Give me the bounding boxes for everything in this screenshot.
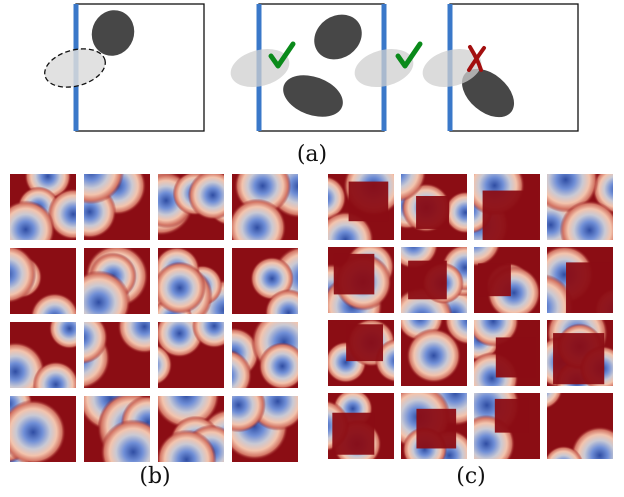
field-tile xyxy=(232,322,298,388)
field-tile xyxy=(547,320,613,386)
field-tile xyxy=(474,174,540,240)
field-block xyxy=(348,181,389,222)
field-spot xyxy=(258,342,298,388)
domain-box-3 xyxy=(422,3,579,132)
field-spot xyxy=(158,344,173,385)
field-tile xyxy=(84,322,150,388)
field-tile xyxy=(10,248,76,314)
field-spot xyxy=(48,322,76,350)
field-block xyxy=(408,260,447,300)
field-block xyxy=(416,196,450,229)
field-tile xyxy=(84,396,150,462)
field-block xyxy=(553,333,605,385)
field-spot xyxy=(328,175,347,221)
field-spot xyxy=(84,174,125,205)
field-spot xyxy=(232,396,266,433)
field-spot xyxy=(100,419,150,462)
field-spot xyxy=(559,200,613,240)
field-block xyxy=(495,337,536,378)
caption-a: (a) xyxy=(296,142,328,167)
field-spot xyxy=(232,349,252,388)
field-spot xyxy=(84,270,131,314)
field-block xyxy=(482,190,538,240)
ghost-particle-dashed xyxy=(44,48,106,88)
field-spot xyxy=(158,429,217,462)
domain-box-1 xyxy=(44,3,205,132)
field-spot xyxy=(250,256,294,301)
field-spot xyxy=(10,200,55,240)
field-spot xyxy=(187,174,224,221)
field-tile xyxy=(547,393,613,459)
field-tile xyxy=(328,393,394,459)
field-spot xyxy=(232,198,287,240)
field-tile xyxy=(158,174,224,240)
field-tile xyxy=(10,174,76,240)
panel-a xyxy=(44,3,579,132)
field-tile xyxy=(232,248,298,314)
field-tile xyxy=(547,247,613,313)
field-tile xyxy=(401,393,467,459)
field-block xyxy=(478,263,511,297)
field-block xyxy=(332,412,375,455)
field-tile xyxy=(474,320,540,386)
check-icon xyxy=(395,41,423,69)
field-spot xyxy=(191,322,224,349)
field-tile xyxy=(84,174,150,240)
field-spot xyxy=(10,248,37,304)
cross-icon xyxy=(467,45,486,72)
field-spot xyxy=(570,426,613,459)
field-tile xyxy=(401,247,467,313)
field-spot xyxy=(84,322,108,365)
field-spot xyxy=(10,399,66,462)
field-block xyxy=(333,253,375,295)
field-block xyxy=(566,262,613,313)
field-spot xyxy=(117,322,150,354)
dark-particle xyxy=(314,14,362,60)
field-spot xyxy=(474,247,501,267)
field-tile xyxy=(232,174,298,240)
field-block xyxy=(346,324,384,362)
field-tile xyxy=(328,174,394,240)
field-spot xyxy=(158,261,206,314)
field-tile xyxy=(84,248,150,314)
caption-c: (c) xyxy=(456,464,486,489)
domain-box-2 xyxy=(230,3,423,132)
field-tile xyxy=(328,320,394,386)
field-spot xyxy=(406,328,462,383)
field-block xyxy=(494,398,529,433)
field-block xyxy=(416,408,457,449)
field-tile xyxy=(328,247,394,313)
field-tile xyxy=(158,396,224,462)
field-tile xyxy=(474,393,540,459)
dark-particle xyxy=(91,10,135,56)
field-spot xyxy=(32,361,76,388)
field-spot xyxy=(547,445,583,459)
field-tile xyxy=(10,322,76,388)
ghost-particle xyxy=(422,48,482,88)
field-tile xyxy=(401,320,467,386)
field-tile xyxy=(158,322,224,388)
field-spot xyxy=(401,174,427,202)
dark-particle xyxy=(461,68,515,118)
field-tile xyxy=(547,174,613,240)
panel-c xyxy=(328,174,613,459)
check-icon xyxy=(268,41,296,69)
field-tile xyxy=(474,247,540,313)
field-spot xyxy=(264,289,298,314)
field-spot xyxy=(30,292,76,314)
field-tile xyxy=(401,174,467,240)
field-tile xyxy=(10,396,76,462)
field-tile xyxy=(232,396,298,462)
field-spot xyxy=(444,320,467,345)
caption-b: (b) xyxy=(139,464,171,489)
field-tile xyxy=(158,248,224,314)
dark-particle xyxy=(283,75,343,117)
panel-b xyxy=(10,174,298,462)
field-spot xyxy=(158,322,204,358)
field-spot xyxy=(547,393,563,410)
